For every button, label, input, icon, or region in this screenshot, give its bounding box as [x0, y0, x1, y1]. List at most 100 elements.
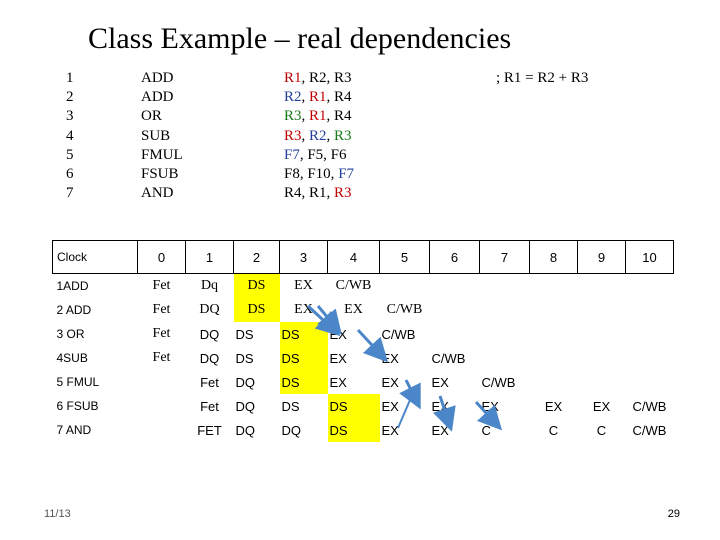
operand-text: ,	[301, 108, 310, 125]
register-token: R2	[309, 127, 327, 144]
stage-cell	[578, 346, 626, 370]
stage-cell: DQ	[281, 422, 302, 438]
instruction-op: FSUB	[141, 165, 179, 182]
stage-cell: C	[548, 422, 559, 438]
stage-cell	[480, 322, 530, 346]
stage-cell	[626, 274, 674, 299]
stage-cell: EX	[329, 326, 347, 342]
stage-cell	[578, 370, 626, 394]
register-token: R1	[309, 89, 327, 106]
stage-cell: EX	[294, 278, 313, 293]
stage-cell: EX	[431, 398, 449, 414]
line-numbers: 1 2 3 4 5 6 7	[66, 69, 74, 203]
register-token: F7	[338, 165, 355, 182]
stage-cell	[430, 274, 480, 299]
instruction-label: 6 FSUB	[56, 399, 99, 413]
instruction-op: ADD	[141, 89, 174, 106]
register-token: R3	[334, 185, 352, 202]
stage-cell: EX	[431, 422, 449, 438]
stage-cell	[530, 370, 578, 394]
stage-cell	[626, 346, 674, 370]
stage-cell: C/WB	[632, 398, 667, 414]
operand-text: , R4	[326, 108, 352, 125]
stage-cell: EX	[381, 374, 399, 390]
operand-text: , R4	[326, 89, 352, 106]
operand-text: ,	[301, 89, 310, 106]
clock-cycle: 5	[379, 240, 430, 274]
instruction-operands: R1, R2, R3 R2, R1, R4 R3, R1, R4 R3, R2, R3…	[284, 69, 354, 203]
instruction-operand-line: R1, R2, R3	[284, 69, 354, 88]
stage-cell: EX	[381, 350, 399, 366]
clock-cycle: 3	[279, 240, 328, 274]
clock-cycle: 8	[529, 240, 578, 274]
stage-cell	[138, 418, 186, 442]
instruction-label: 4SUB	[56, 351, 88, 365]
clock-cycle: 7	[479, 240, 530, 274]
clock-cycle: 1	[185, 240, 234, 274]
pipeline-table: Clock 0 1 2 3 4 5 6 7 8 9 10 1ADD Fet Dq DS EX C/WB 2 ADD F…	[52, 240, 674, 442]
footer-date: 11/13	[44, 508, 71, 520]
stage-cell	[480, 298, 530, 322]
line-number: 2	[66, 89, 74, 106]
stage-cell: Fet	[152, 278, 171, 293]
stage-cell	[626, 370, 674, 394]
stage-cell: DS	[235, 326, 254, 342]
operand-text: , F5, F6	[299, 146, 347, 163]
stage-cell: C/WB	[335, 278, 372, 293]
operand-text: F8, F10,	[284, 165, 339, 182]
stage-cell: DS	[279, 322, 328, 346]
pipeline-row: 2 ADD Fet DQ DS EX EX C/WB	[53, 298, 674, 322]
stage-cell: DS	[233, 273, 280, 298]
line-number: 5	[66, 146, 74, 163]
register-token: R2	[284, 89, 302, 106]
line-number: 3	[66, 108, 74, 125]
stage-cell: Fet	[200, 374, 219, 390]
line-number: 6	[66, 165, 74, 182]
stage-cell: EX	[294, 302, 313, 317]
instruction-label: 7 AND	[56, 423, 92, 437]
stage-cell: DS	[279, 346, 328, 370]
stage-cell: C/WB	[431, 350, 466, 366]
stage-cell: EX	[431, 374, 449, 390]
stage-cell	[430, 322, 480, 346]
clock-cycle: 6	[429, 240, 480, 274]
clock-label: Clock	[52, 240, 138, 274]
instruction-op: AND	[141, 185, 174, 202]
stage-cell: DS	[235, 350, 254, 366]
stage-cell	[430, 298, 480, 322]
instruction-op: SUB	[141, 127, 171, 144]
operand-text: R4, R1,	[284, 185, 335, 202]
stage-cell: DQ	[199, 326, 220, 342]
pipeline-row: 3 OR Fet DQ DS DS EX C/WB	[53, 322, 674, 346]
pipeline-row: 1ADD Fet Dq DS EX C/WB	[53, 273, 674, 299]
stage-cell	[480, 346, 530, 370]
stage-cell	[578, 274, 626, 299]
instruction-operand-line: F7, F5, F6	[284, 146, 354, 165]
stage-cell	[380, 274, 430, 299]
stage-cell: EX	[329, 374, 347, 390]
stage-cell: DQ	[199, 302, 220, 317]
stage-cell: Fet	[200, 398, 219, 414]
clock-cycle: 10	[625, 240, 674, 274]
instruction-ops: ADD ADD OR SUB FMUL FSUB AND	[141, 69, 183, 203]
slide-number: 29	[667, 508, 680, 520]
stage-cell: EX	[329, 350, 347, 366]
stage-cell	[530, 322, 578, 346]
stage-cell: C/WB	[481, 374, 516, 390]
instruction-operand-line: R3, R2, R3	[284, 127, 354, 146]
clock-header-row: Clock 0 1 2 3 4 5 6 7 8 9 10	[52, 240, 674, 274]
clock-cycle: 0	[137, 240, 186, 274]
stage-cell: C/WB	[632, 422, 667, 438]
stage-cell: C	[481, 422, 491, 438]
instruction-operand-line: F8, F10, F7	[284, 165, 354, 184]
stage-cell	[530, 274, 578, 299]
clock-cycle: 9	[577, 240, 626, 274]
clock-cycle: 2	[233, 240, 280, 274]
stage-cell: DQ	[199, 350, 220, 366]
stage-cell: DS	[281, 398, 300, 414]
line-number: 4	[66, 127, 74, 144]
clock-cycle: 4	[327, 240, 380, 274]
register-token: R3	[334, 127, 352, 144]
stage-cell: DQ	[235, 398, 256, 414]
stage-cell: FET	[197, 422, 222, 438]
